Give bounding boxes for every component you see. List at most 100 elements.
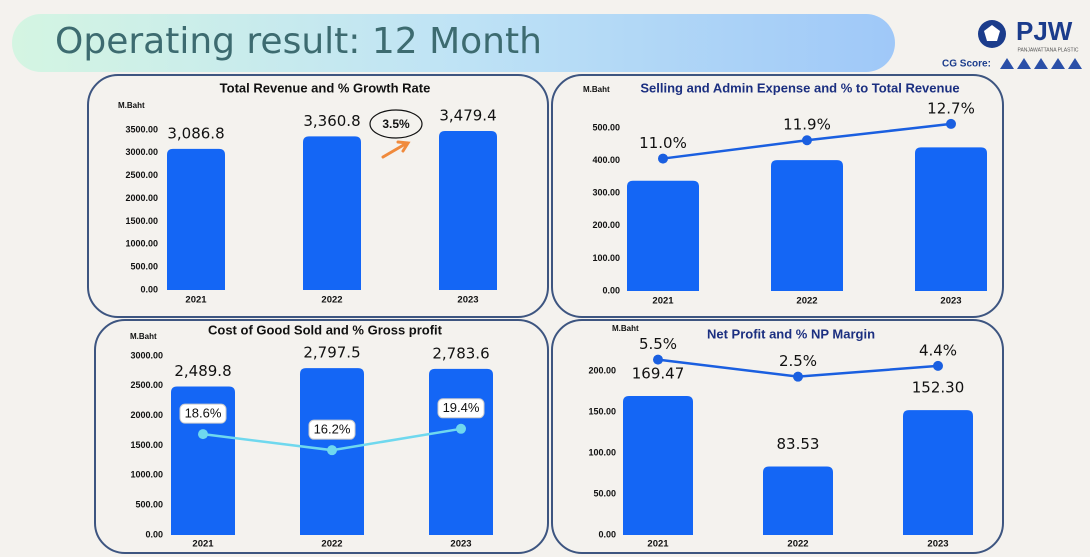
x-tick-label: 2023 (927, 539, 948, 550)
y-tick-label: 2500.00 (130, 380, 163, 390)
panel (551, 319, 1004, 554)
line-value-label: 16.2% (314, 422, 351, 437)
bar (303, 136, 361, 290)
label-box (437, 398, 485, 419)
line-point (658, 153, 668, 164)
y-tick-label: 1000.00 (125, 239, 158, 249)
x-tick-label: 2021 (647, 539, 669, 550)
bar-value-label: 152.30 (912, 379, 965, 397)
chart-title: Cost of Good Sold and % Gross profit (208, 322, 443, 337)
y-tick-label: 2500.00 (125, 170, 158, 180)
bar-value-label: 3,360.8 (303, 112, 360, 130)
bar-value-label: 3,479.4 (439, 106, 496, 124)
y-tick-label: 300.00 (592, 188, 620, 198)
bar-value-label: 2,797.5 (303, 344, 360, 362)
x-tick-label: 2022 (787, 539, 808, 550)
x-tick-label: 2021 (185, 295, 207, 306)
slide-title: Operating result: 12 Month (55, 21, 542, 62)
chart-title: Net Profit and % NP Margin (707, 326, 875, 341)
y-tick-label: 200.00 (592, 220, 620, 230)
bar (903, 410, 973, 535)
logo: PJW PANJAWATTANA PLASTIC CG Score: (942, 16, 1082, 70)
y-tick-label: 1000.00 (130, 470, 163, 480)
y-tick-label: 0.00 (140, 284, 158, 294)
cg-score-label: CG Score: (942, 59, 991, 70)
y-tick-label: 1500.00 (130, 440, 163, 450)
chart-title: Total Revenue and % Growth Rate (220, 80, 431, 95)
bar (429, 368, 493, 535)
line-point (456, 423, 466, 434)
line-point (653, 354, 663, 365)
y-tick-label: 3000.00 (130, 350, 163, 360)
line-point (946, 118, 956, 129)
panel (94, 319, 549, 554)
bar (915, 147, 987, 291)
bar-value-label: 83.53 (777, 435, 820, 453)
header-banner (12, 14, 895, 72)
x-tick-label: 2023 (450, 539, 471, 550)
line-value-label: 2.5% (779, 352, 817, 370)
y-tick-label: 100.00 (588, 447, 616, 457)
y-tick-label: 0.00 (145, 529, 163, 539)
y-tick-label: 0.00 (598, 529, 616, 539)
line-value-label: 11.9% (783, 116, 831, 134)
y-tick-label: 2000.00 (130, 410, 163, 420)
y-tick-label: 500.00 (130, 262, 158, 272)
annotation-ring (369, 109, 423, 139)
bar (763, 466, 833, 535)
bar-value-label: 169.47 (632, 365, 685, 383)
bar (627, 180, 699, 291)
y-tick-label: 150.00 (588, 406, 616, 416)
bar-value-label: 3,086.8 (167, 124, 224, 142)
y-axis-label: M.Baht (118, 101, 145, 110)
y-axis-label: M.Baht (130, 332, 157, 341)
x-tick-label: 2023 (940, 296, 961, 307)
line-point (802, 135, 812, 146)
line-value-label: 5.5% (639, 335, 677, 353)
line-point (793, 371, 803, 382)
line-value-label: 4.4% (919, 341, 957, 359)
bar (623, 396, 693, 535)
y-tick-label: 500.00 (592, 122, 620, 132)
line-point (198, 429, 208, 440)
y-axis-label: M.Baht (583, 85, 610, 94)
y-axis-label: M.Baht (612, 324, 639, 333)
panel (551, 74, 1004, 318)
label-box (179, 403, 227, 424)
logo-icon-inner (984, 25, 1000, 41)
line-value-label: 18.6% (185, 406, 222, 421)
label-box (308, 419, 356, 440)
x-tick-label: 2023 (457, 295, 478, 306)
y-tick-label: 3500.00 (125, 124, 158, 134)
logo-subtitle: PANJAWATTANA PLASTIC (1017, 47, 1078, 53)
y-tick-label: 3000.00 (125, 147, 158, 157)
y-tick-label: 500.00 (135, 500, 163, 510)
panel (87, 74, 549, 318)
bar-value-label: 2,489.8 (174, 362, 231, 380)
y-tick-label: 100.00 (592, 253, 620, 263)
x-tick-label: 2022 (796, 296, 817, 307)
annotation: 3.5% (382, 117, 410, 131)
line-value-label: 12.7% (927, 99, 975, 117)
bar (439, 130, 497, 290)
logo-name: PJW (1016, 16, 1073, 46)
x-tick-label: 2021 (192, 539, 214, 550)
cg-score-icons (1000, 58, 1082, 69)
line-point (933, 360, 943, 371)
line-value-label: 11.0% (639, 134, 687, 152)
bar (771, 160, 843, 291)
x-tick-label: 2022 (321, 295, 342, 306)
y-tick-label: 1500.00 (125, 216, 158, 226)
y-tick-label: 0.00 (602, 285, 620, 295)
bar (167, 148, 225, 290)
x-tick-label: 2021 (652, 296, 674, 307)
x-tick-label: 2022 (321, 539, 342, 550)
chart-title: Selling and Admin Expense and % to Total… (640, 80, 959, 95)
y-tick-label: 50.00 (593, 488, 616, 498)
bar-value-label: 2,783.6 (432, 344, 489, 362)
line-point (327, 445, 337, 456)
line-value-label: 19.4% (443, 400, 480, 415)
y-tick-label: 2000.00 (125, 193, 158, 203)
y-tick-label: 200.00 (588, 365, 616, 375)
